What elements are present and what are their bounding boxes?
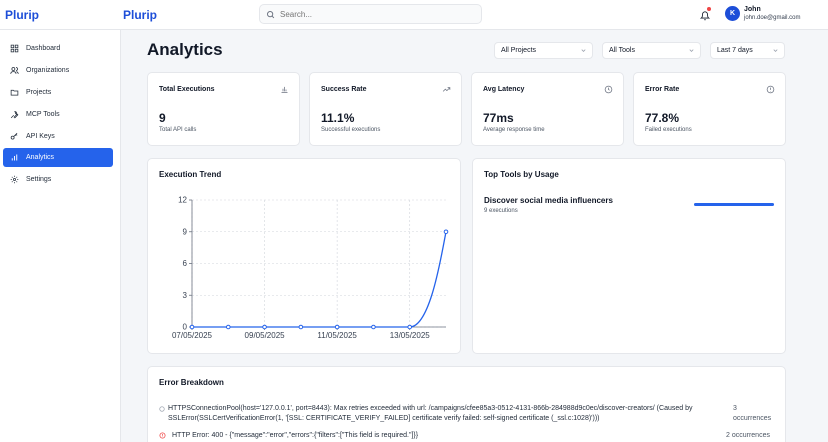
x-tick-label: 13/05/2025: [390, 331, 431, 340]
project-filter-value: All Projects: [501, 47, 537, 54]
stat-subtitle: Total API calls: [159, 127, 197, 133]
stat-subtitle: Successful executions: [321, 127, 381, 133]
alert-circle-icon: [766, 85, 775, 94]
y-tick-label: 6: [183, 259, 188, 268]
alert-circle-icon: [159, 432, 166, 439]
date-range-select[interactable]: Last 7 days: [710, 42, 785, 59]
bell-icon: [699, 11, 711, 21]
data-point: [334, 324, 340, 330]
card-title: Top Tools by Usage: [484, 170, 559, 179]
y-tick-label: 3: [183, 291, 188, 300]
x-tick-label: 11/05/2025: [317, 331, 357, 340]
error-occurrences: 3 occurrences: [733, 405, 772, 422]
stat-card-error-rate: Error Rate 77.8% Failed executions: [633, 72, 786, 146]
search-input[interactable]: [280, 9, 470, 19]
key-icon: [10, 132, 18, 140]
tool-usage-bar: [694, 203, 774, 206]
gear-icon: [10, 175, 19, 184]
data-point: [443, 229, 449, 235]
tool-usage-bar-fill: [694, 203, 774, 206]
stat-value: 77ms: [483, 111, 514, 125]
sidebar-item-projects[interactable]: Projects: [3, 83, 113, 102]
sidebar-item-mcp-tools[interactable]: MCP Tools: [3, 105, 113, 124]
stat-title: Success Rate: [321, 86, 367, 93]
sidebar-item-label: Settings: [26, 176, 52, 183]
x-tick-label: 09/05/2025: [245, 331, 286, 340]
tool-count: 9 executions: [484, 208, 518, 214]
chevron-down-icon: [581, 49, 586, 52]
sidebar-item-label: API Keys: [26, 133, 55, 140]
sidebar-brand-logo[interactable]: Plurip: [5, 8, 40, 22]
bar-chart-icon: [281, 86, 288, 93]
stat-value: 77.8%: [645, 111, 680, 125]
alert-circle-icon: [159, 406, 165, 412]
trending-up-icon: [442, 87, 451, 92]
stat-title: Avg Latency: [483, 86, 525, 93]
search-box[interactable]: [259, 4, 482, 24]
error-message: HTTPSConnectionPool(host='127.0.0.1', po…: [168, 405, 693, 422]
stat-title: Error Rate: [645, 86, 680, 93]
tool-name: Discover social media influencers: [484, 196, 613, 205]
card-title: Error Breakdown: [159, 378, 224, 387]
sidebar-item-label: Analytics: [26, 154, 55, 161]
clock-icon: [604, 85, 613, 94]
user-email: john.doe@gmail.com: [744, 15, 801, 21]
stat-value: 11.1%: [321, 111, 355, 125]
execution-trend-card: Execution Trend 0 3 6 9 12 07/05/2025 09/05/20…: [147, 158, 461, 354]
sidebar-item-analytics[interactable]: Analytics: [3, 148, 113, 167]
chevron-down-icon: [689, 49, 694, 52]
header-brand-logo[interactable]: Plurip: [123, 8, 158, 22]
data-point: [407, 324, 413, 330]
series-line: [192, 231, 447, 328]
stat-title: Total Executions: [159, 86, 215, 93]
notification-dot: [707, 7, 711, 11]
stat-card-avg-latency: Avg Latency 77ms Average response time: [471, 72, 624, 146]
sidebar-item-api-keys[interactable]: API Keys: [3, 127, 113, 146]
folder-icon: [10, 89, 19, 96]
error-occurrences: 2 occurrences: [726, 432, 770, 439]
wrench-icon: [10, 111, 19, 119]
sidebar-item-label: MCP Tools: [26, 111, 60, 118]
sidebar-item-label: Organizations: [26, 67, 70, 74]
sidebar-item-label: Projects: [26, 89, 52, 96]
avatar[interactable]: K: [725, 6, 740, 21]
sidebar-item-organizations[interactable]: Organizations: [3, 61, 113, 80]
sidebar-item-settings[interactable]: Settings: [3, 170, 113, 189]
data-point: [262, 324, 267, 330]
y-tick-label: 0: [183, 323, 188, 332]
stat-card-success-rate: Success Rate 11.1% Successful executions: [309, 72, 462, 146]
y-tick-label: 9: [183, 227, 188, 236]
data-point: [189, 324, 195, 330]
data-point: [225, 324, 231, 330]
users-icon: [10, 67, 19, 74]
error-breakdown-card: Error Breakdown HTTPSConnectionPool(host…: [147, 366, 786, 442]
sidebar: Dashboard Organizations Projects MCP Too…: [0, 30, 121, 442]
grid-icon: [10, 44, 19, 53]
notifications-button[interactable]: [699, 7, 711, 26]
data-point: [371, 324, 376, 330]
stat-subtitle: Failed executions: [645, 127, 692, 133]
error-message: HTTP Error: 400 - {"message":"error","er…: [172, 432, 419, 439]
tool-filter-select[interactable]: All Tools: [602, 42, 701, 59]
tool-filter-value: All Tools: [609, 47, 635, 54]
bar-chart-icon: [11, 154, 18, 161]
top-tools-card: Top Tools by Usage Discover social media…: [472, 158, 786, 354]
project-filter-select[interactable]: All Projects: [494, 42, 593, 59]
user-name: John: [744, 6, 761, 13]
x-tick-label: 07/05/2025: [172, 331, 213, 340]
y-tick-label: 12: [178, 196, 187, 205]
sidebar-item-dashboard[interactable]: Dashboard: [3, 39, 113, 58]
date-range-value: Last 7 days: [717, 47, 753, 54]
chevron-down-icon: [773, 49, 778, 52]
stat-card-total-executions: Total Executions 9 Total API calls: [147, 72, 300, 146]
search-icon: [267, 10, 275, 18]
data-point: [298, 324, 304, 330]
top-bar: Plurip Plurip K John john.doe@gmail.com: [0, 0, 828, 30]
page-title: Analytics: [147, 40, 223, 59]
stat-value: 9: [159, 111, 166, 125]
stat-subtitle: Average response time: [483, 127, 545, 133]
execution-trend-chart: 0 3 6 9 12 07/05/2025 09/05/2025 11/05/2025 13/0…: [172, 196, 449, 340]
sidebar-item-label: Dashboard: [26, 45, 61, 52]
card-title: Execution Trend: [159, 170, 222, 179]
